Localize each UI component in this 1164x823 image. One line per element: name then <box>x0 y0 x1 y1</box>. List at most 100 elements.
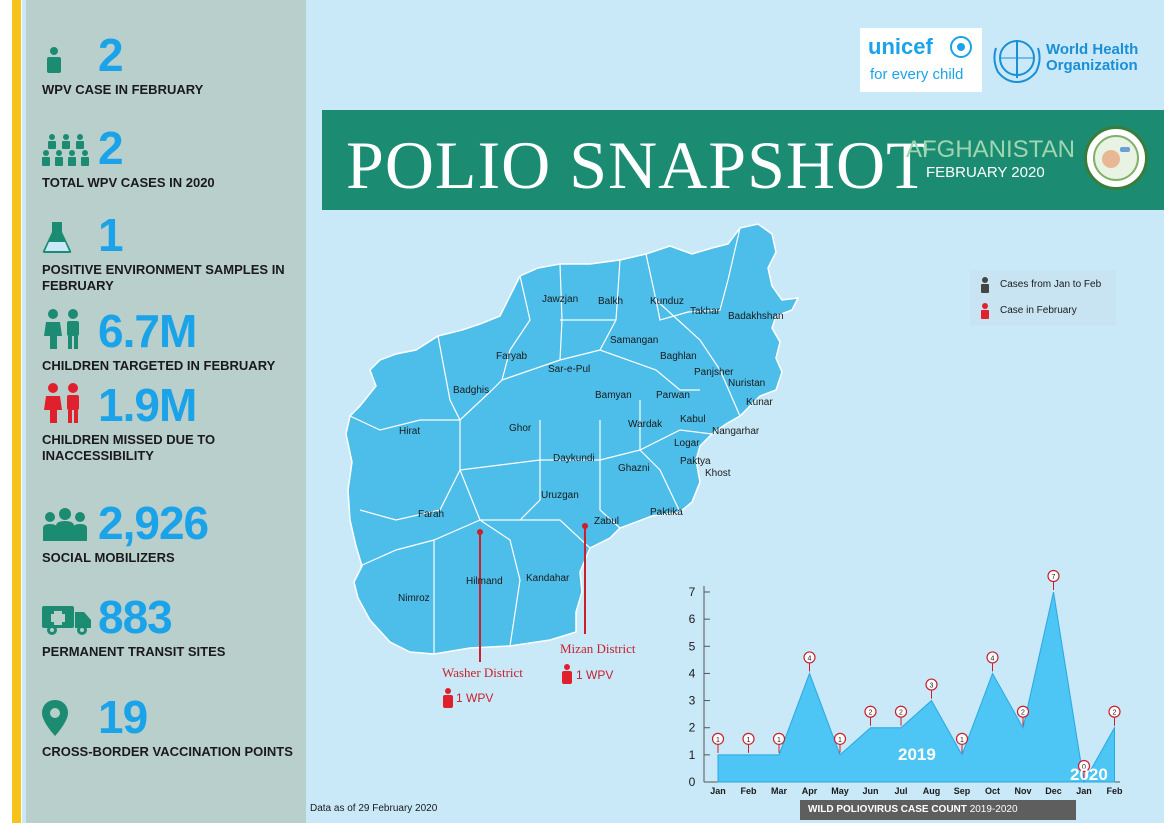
province-label: Baghlan <box>660 351 697 362</box>
province-label: Nuristan <box>728 378 766 389</box>
stat-cross-border-points: 19 CROSS-BORDER VACCINATION POINTS <box>42 684 304 760</box>
province-label: Kabul <box>680 414 706 425</box>
province-label: Balkh <box>598 296 624 307</box>
data-label: 2 <box>869 710 873 717</box>
province-label: Logar <box>674 438 700 449</box>
x-tick-label: Dec <box>1045 786 1062 796</box>
country-outline <box>345 223 800 655</box>
year-label-2019: 2019 <box>898 745 936 764</box>
data-marker <box>955 732 969 745</box>
province-label: Wardak <box>628 419 663 430</box>
stat-label: CHILDREN TARGETED IN FEBRUARY <box>42 358 276 373</box>
data-marker <box>1108 705 1121 718</box>
unicef-tagline: for every child <box>870 66 964 83</box>
stat-label: POSITIVE ENVIRONMENT SAMPLES IN FEBRUARY <box>42 262 285 293</box>
y-tick-label: 1 <box>689 748 696 762</box>
person-red-icon <box>981 303 989 319</box>
person-red-icon <box>443 688 453 708</box>
stats-sidebar: 2 WPV CASE IN FEBRUARY 2 TOTAL WPV CASES… <box>26 0 306 823</box>
yellow-stripe <box>12 0 21 823</box>
x-tick-label: Oct <box>985 786 1000 796</box>
location-pin-icon <box>42 700 68 736</box>
crowd-icon <box>43 508 87 541</box>
stat-value: 19 <box>98 691 148 743</box>
stat-value: 2 <box>98 29 124 81</box>
data-label: 3 <box>930 683 934 690</box>
data-label: 2 <box>1021 710 1025 717</box>
stat-transit-sites: 883 PERMANENT TRANSIT SITES <box>42 584 304 660</box>
stat-social-mobilizers: 2,926 SOCIAL MOBILIZERS <box>42 490 304 566</box>
stat-wpv-february: 2 WPV CASE IN FEBRUARY <box>42 22 304 98</box>
y-tick-label: 5 <box>689 639 696 653</box>
data-date-footnote: Data as of 29 February 2020 <box>310 803 438 814</box>
legend-label: Cases from Jan to Feb <box>1000 279 1102 290</box>
data-label: 2 <box>899 710 903 717</box>
map-legend: Cases from Jan to Feb Case in February <box>970 270 1116 326</box>
chart-title-main: WILD POLIOVIRUS CASE COUNT <box>808 804 967 815</box>
data-label: 4 <box>991 655 995 662</box>
x-tick-label: Nov <box>1014 786 1031 796</box>
province-label: Nimroz <box>398 593 430 604</box>
data-label: 1 <box>960 737 964 744</box>
data-marker <box>833 732 847 745</box>
data-marker <box>1016 705 1030 718</box>
stat-label: SOCIAL MOBILIZERS <box>42 550 175 565</box>
y-tick-label: 0 <box>689 775 696 789</box>
polio-campaign-seal-icon <box>1084 126 1148 190</box>
province-label: Hirat <box>399 426 421 437</box>
x-tick-label: Apr <box>802 786 818 796</box>
x-tick-label: May <box>831 786 849 796</box>
legend-item-jan-feb: Cases from Jan to Feb <box>970 274 1116 298</box>
area-series <box>717 591 1115 784</box>
province-label: Kunar <box>746 397 773 408</box>
data-marker <box>803 651 816 664</box>
province-label: Ghazni <box>618 463 650 474</box>
data-marker <box>894 705 908 718</box>
data-label: 0 <box>1082 764 1086 771</box>
province-label: Farah <box>418 509 445 520</box>
ambulance-icon <box>42 606 91 635</box>
x-tick-label: Mar <box>771 786 788 796</box>
y-tick-label: 4 <box>689 666 696 680</box>
data-marker <box>1077 759 1091 773</box>
data-marker <box>711 732 725 745</box>
month-label: FEBRUARY 2020 <box>926 164 1045 181</box>
province-label: Jawzjan <box>542 294 579 305</box>
stat-label: CHILDREN MISSED DUE TO INACCESSIBILITY <box>42 432 216 463</box>
unicef-globe-icon <box>950 36 972 58</box>
stat-environment-samples: 1 POSITIVE ENVIRONMENT SAMPLES IN FEBRUA… <box>42 202 304 294</box>
stat-total-wpv-2020: 2 TOTAL WPV CASES IN 2020 <box>42 115 304 191</box>
data-marker <box>864 705 877 718</box>
province-label: Takhar <box>690 306 721 317</box>
data-label: 1 <box>777 737 781 744</box>
unicef-wordmark: unicef <box>868 34 933 59</box>
legend-label: Case in February <box>1000 305 1077 316</box>
stat-value: 2,926 <box>98 497 209 549</box>
page-title: POLIO SNAPSHOT <box>346 127 929 203</box>
data-label: 4 <box>808 655 812 662</box>
washer-case-count: 1 WPV <box>456 691 494 705</box>
y-tick-label: 3 <box>689 694 696 708</box>
province-label: Faryab <box>496 351 528 362</box>
x-tick-label: Jun <box>862 786 878 796</box>
person-icon <box>47 47 61 73</box>
data-label: 1 <box>838 737 842 744</box>
legend-item-february: Case in February <box>970 300 1116 324</box>
mizan-district-label: Mizan District <box>560 641 636 656</box>
wpv-case-count-chart: 0 1 2 3 4 5 6 7 Jan Feb Mar Apr May Jun Jul Aug Sep Oct No… <box>689 569 1123 796</box>
stat-children-targeted: 6.7M CHILDREN TARGETED IN FEBRUARY <box>42 298 304 374</box>
data-label: 1 <box>747 737 751 744</box>
person-red-icon <box>562 664 572 684</box>
province-label: Uruzgan <box>541 490 579 501</box>
washer-district-label: Washer District <box>442 665 523 680</box>
province-label: Bamyan <box>595 390 632 401</box>
data-label: 2 <box>1113 710 1117 717</box>
province-label: Ghor <box>509 423 532 434</box>
group-icon <box>42 134 89 166</box>
province-label: Khost <box>705 468 731 479</box>
data-label: 1 <box>716 737 720 744</box>
province-label: Daykundi <box>553 453 595 464</box>
y-tick-label: 6 <box>689 612 696 626</box>
province-label: Zabul <box>594 516 620 527</box>
stat-value: 2 <box>98 122 124 174</box>
